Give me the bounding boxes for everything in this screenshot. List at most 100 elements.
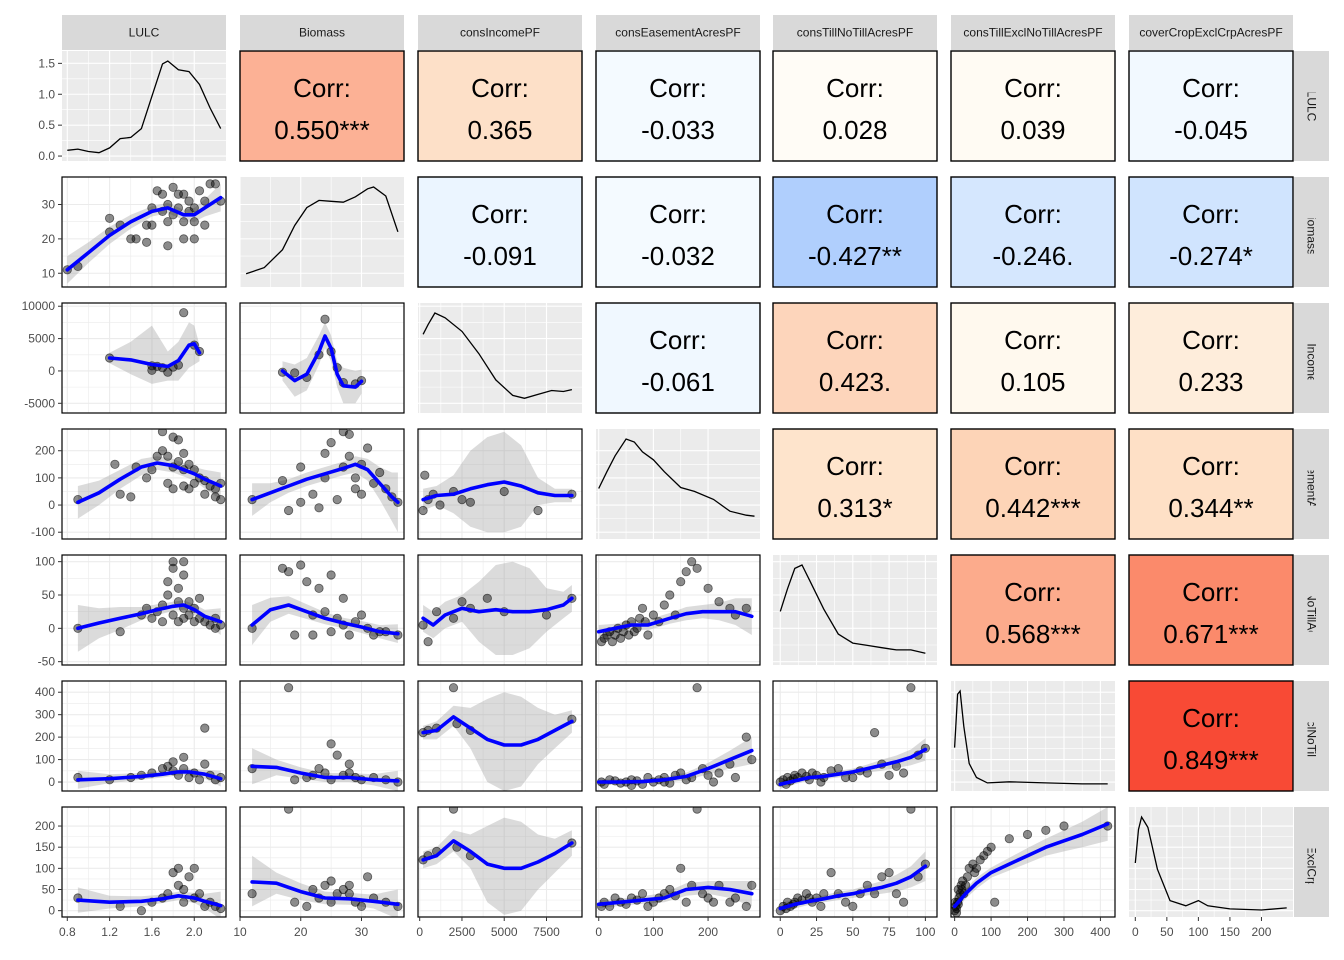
scatter-point [105, 213, 115, 223]
x-tick-label: 0 [951, 925, 958, 939]
scatter-point [173, 863, 183, 873]
corr-label: Corr: [293, 73, 351, 103]
scatter-point [173, 617, 183, 627]
y-axis-consTillNoTillAcresPF: -50 0 50 100 [35, 555, 62, 669]
y-tick-label: 1.5 [38, 56, 55, 70]
y-tick-label: 200 [35, 819, 55, 833]
corr-label: Corr: [471, 199, 529, 229]
scatter-point [163, 241, 173, 251]
panel-grid [240, 303, 404, 413]
smooth-line [250, 880, 400, 907]
panel-grid [596, 555, 760, 665]
column-strip-consTillExclNoTillAcresPF: consTillExclNoTillAcresPF [951, 15, 1115, 50]
scatter-point [344, 889, 354, 899]
panel-background [240, 429, 404, 539]
corr-cell-0-2: Corr: 0.365 [417, 50, 583, 162]
scatter-point [431, 607, 442, 617]
scatter-point [314, 583, 324, 593]
smooth-line [778, 864, 928, 911]
scatter-panel-content [247, 560, 403, 645]
y-tick-label: 100 [35, 861, 55, 875]
scatter-point [1059, 821, 1069, 831]
x-axis-consTillNoTillAcresPF: 0 25 50 75 100 [777, 917, 936, 939]
density-line [1134, 815, 1287, 911]
panel-grid [1129, 807, 1293, 917]
confidence-band [954, 807, 1108, 913]
panel-background [418, 807, 582, 917]
scatter-panel-content [951, 807, 1113, 917]
scatter-point [194, 889, 205, 899]
x-tick-label: 50 [846, 925, 860, 939]
column-strip-background [240, 15, 404, 50]
scatter-point [448, 807, 459, 814]
scatter-point [179, 897, 189, 907]
y-tick-label: 0 [48, 498, 55, 512]
scatter-point [163, 761, 173, 771]
scatter-point [435, 500, 445, 510]
scatter-point [216, 494, 226, 505]
scatter-point [320, 314, 330, 324]
scatter-panel-content [596, 557, 754, 647]
y-tick-label: 50 [42, 588, 56, 602]
row-strip-consIncomePF: consIncomePF [1294, 303, 1329, 413]
row-strip-label: coverCropExclCrpAcresPF [1305, 790, 1319, 933]
scatter-point [163, 590, 173, 600]
scatter-point [418, 505, 428, 516]
scatter-point [210, 492, 220, 502]
panel-border [61, 680, 227, 792]
smooth-line [107, 342, 202, 369]
scatter-point [168, 432, 178, 442]
x-tick-label: 100 [981, 925, 1001, 939]
x-tick-label: 200 [698, 925, 718, 939]
scatter-point [179, 752, 189, 762]
scatter-point [1004, 834, 1014, 844]
scatter-point [659, 600, 669, 610]
panel-grid [596, 681, 760, 791]
scatter-point [356, 610, 367, 620]
scatter-point [157, 429, 168, 437]
panel-background [62, 303, 226, 413]
scatter-point [179, 570, 189, 580]
scatter-point [741, 603, 751, 613]
smooth-line [596, 609, 754, 634]
scatter-point [157, 189, 168, 199]
scatter-panel-content [418, 561, 577, 655]
panel-border [61, 302, 227, 414]
scatter-point [189, 234, 199, 244]
scatter-point [637, 889, 648, 899]
row-strip-background [1294, 807, 1329, 917]
scatter-point [290, 630, 300, 640]
corr-cell-1-4: Corr: -0.427** [772, 176, 938, 288]
corr-cell-2-4: Corr: 0.423. [772, 302, 938, 414]
row-strip-label: consIncomePF [1305, 318, 1319, 398]
panel-background [773, 555, 937, 665]
scatter-panel-6-5 [950, 806, 1116, 918]
scatter-point [833, 763, 843, 774]
scatter-point [350, 484, 360, 494]
scatter-point [635, 613, 645, 623]
scatter-panel-4-2 [417, 554, 583, 666]
scatter-point [960, 880, 971, 890]
panel-border [417, 428, 583, 540]
scatter-point [906, 683, 916, 693]
density-panel-coverCropExclCrpAcresPF [1129, 807, 1293, 917]
y-tick-label: 100 [35, 555, 55, 569]
column-strip-label: consIncomePF [460, 26, 540, 40]
corr-cell-0-1: Corr: 0.550*** [239, 50, 405, 162]
scatter-point [110, 459, 120, 469]
scatter-point [344, 451, 354, 461]
column-strip-background [62, 15, 226, 50]
corr-cell-0-5: Corr: 0.039 [950, 50, 1116, 162]
scatter-point [163, 217, 173, 227]
panel-background [951, 807, 1115, 917]
corr-label: Corr: [649, 199, 707, 229]
confidence-band [252, 456, 398, 533]
scatter-point [465, 497, 475, 507]
scatter-point [676, 863, 686, 873]
scatter-point [448, 683, 459, 693]
corr-cell-background [1128, 50, 1294, 162]
scatter-point [168, 557, 178, 567]
panel-background [418, 681, 582, 791]
scatter-point [200, 489, 210, 499]
scatter-point [457, 597, 467, 607]
